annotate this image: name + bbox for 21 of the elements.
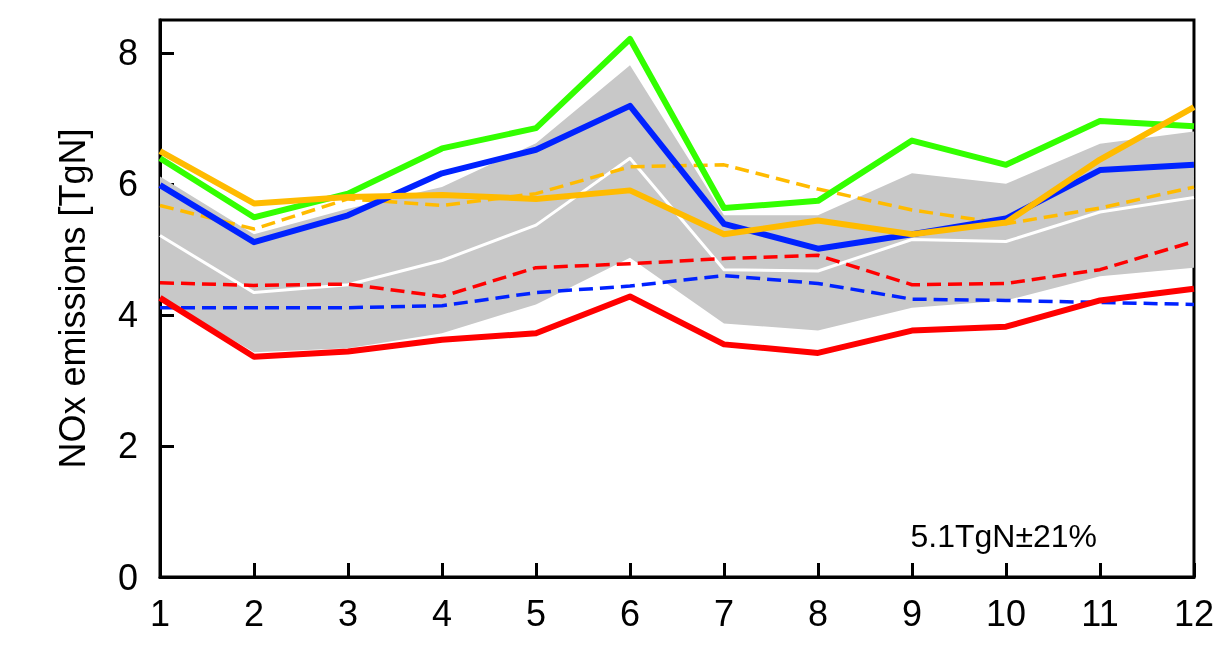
x-tick-label: 10: [985, 592, 1027, 634]
y-tick-label: 0: [117, 556, 138, 598]
x-tick-label: 1: [149, 592, 171, 634]
x-tick-label: 5: [525, 592, 547, 634]
line-series: [158, 156, 1196, 295]
x-tick-label: 2: [243, 592, 265, 634]
x-tick-label: 11: [1081, 592, 1119, 634]
line-series: [158, 273, 1196, 310]
x-tick-label: 3: [337, 592, 359, 634]
x-tick-label: 9: [901, 592, 922, 634]
x-tick-label: 4: [431, 592, 453, 634]
x-tick-label: 6: [619, 592, 641, 634]
y-tick-label: 6: [117, 163, 138, 205]
x-tick-label: 7: [713, 592, 734, 634]
x-tick-label: 12: [1173, 592, 1214, 634]
y-tick-label: 4: [117, 294, 138, 336]
y-axis-title: NOx emissions [TgN]: [51, 128, 93, 469]
x-tick-label: 8: [807, 592, 828, 634]
annotation: 5.1TgN±21%: [910, 518, 1097, 554]
y-tick-label: 8: [117, 32, 138, 74]
y-tick-label: 2: [117, 425, 138, 467]
